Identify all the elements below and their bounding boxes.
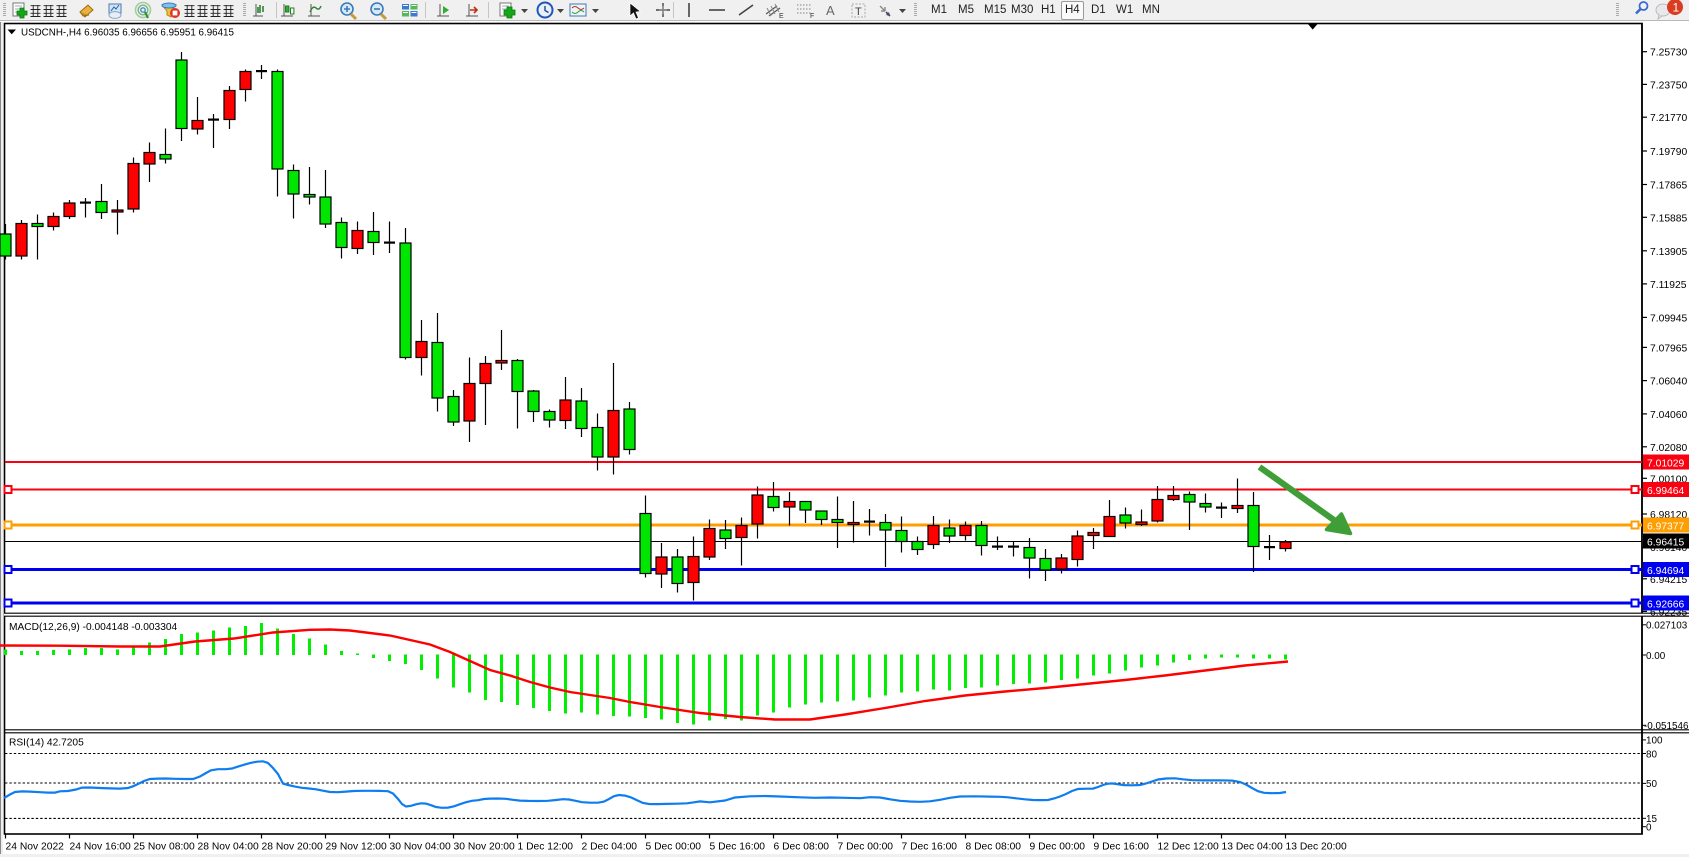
- svg-text:25 Nov 08:00: 25 Nov 08:00: [134, 842, 196, 853]
- svg-text:2 Dec 04:00: 2 Dec 04:00: [582, 842, 638, 853]
- svg-text:6 Dec 08:00: 6 Dec 08:00: [774, 842, 830, 853]
- svg-text:7.21770: 7.21770: [1650, 113, 1687, 124]
- svg-text:28 Nov 20:00: 28 Nov 20:00: [262, 842, 324, 853]
- svg-text:30 Nov 20:00: 30 Nov 20:00: [454, 842, 516, 853]
- svg-text:0.00: 0.00: [1646, 651, 1666, 662]
- svg-text:80: 80: [1646, 749, 1657, 760]
- svg-text:7.17865: 7.17865: [1650, 181, 1687, 192]
- svg-text:50: 50: [1646, 779, 1657, 790]
- svg-text:USDCNH-,H4 6.96035 6.96656 6.: USDCNH-,H4 6.96035 6.96656 6.95951 6.964…: [21, 28, 235, 39]
- svg-text:6.97377: 6.97377: [1647, 522, 1684, 533]
- svg-text:28 Nov 04:00: 28 Nov 04:00: [198, 842, 260, 853]
- svg-text:9 Dec 00:00: 9 Dec 00:00: [1030, 842, 1086, 853]
- svg-text:12 Dec 12:00: 12 Dec 12:00: [1158, 842, 1220, 853]
- svg-text:7.11925: 7.11925: [1650, 280, 1687, 291]
- svg-text:9 Dec 16:00: 9 Dec 16:00: [1094, 842, 1150, 853]
- svg-text:29 Nov 12:00: 29 Nov 12:00: [326, 842, 388, 853]
- svg-text:E: E: [779, 13, 784, 20]
- svg-text:7.06040: 7.06040: [1650, 377, 1687, 388]
- svg-text:24 Nov 16:00: 24 Nov 16:00: [70, 842, 132, 853]
- svg-text:7 Dec 00:00: 7 Dec 00:00: [838, 842, 894, 853]
- svg-text:6.98120: 6.98120: [1650, 510, 1687, 521]
- svg-text:1 Dec 12:00: 1 Dec 12:00: [518, 842, 574, 853]
- svg-text:6.99464: 6.99464: [1647, 486, 1684, 497]
- svg-text:30 Nov 04:00: 30 Nov 04:00: [390, 842, 452, 853]
- svg-text:24 Nov 2022: 24 Nov 2022: [6, 842, 65, 853]
- svg-text:8 Dec 08:00: 8 Dec 08:00: [966, 842, 1022, 853]
- svg-text:13 Dec 04:00: 13 Dec 04:00: [1222, 842, 1284, 853]
- svg-text:A: A: [826, 3, 835, 18]
- svg-text:0: 0: [1646, 823, 1652, 834]
- svg-text:7.07965: 7.07965: [1650, 343, 1687, 354]
- svg-text:6.94215: 6.94215: [1650, 575, 1687, 586]
- svg-text:RSI(14) 42.7205: RSI(14) 42.7205: [9, 738, 84, 749]
- svg-text:7.09945: 7.09945: [1650, 313, 1687, 324]
- svg-text:15: 15: [1646, 814, 1657, 825]
- svg-text:0.027103: 0.027103: [1646, 621, 1688, 632]
- svg-text:13 Dec 20:00: 13 Dec 20:00: [1286, 842, 1348, 853]
- svg-text:7.00100: 7.00100: [1650, 474, 1687, 485]
- svg-text:100: 100: [1646, 736, 1663, 747]
- svg-text:5 Dec 00:00: 5 Dec 00:00: [646, 842, 702, 853]
- svg-text:T: T: [855, 6, 862, 18]
- svg-text:7.15885: 7.15885: [1650, 213, 1687, 224]
- svg-text:7.04060: 7.04060: [1650, 410, 1687, 421]
- svg-text:7.25730: 7.25730: [1650, 48, 1687, 59]
- svg-text:7.13905: 7.13905: [1650, 247, 1687, 258]
- svg-text:6.96415: 6.96415: [1647, 538, 1684, 549]
- svg-text:7.23750: 7.23750: [1650, 80, 1687, 91]
- svg-text:F: F: [810, 13, 814, 20]
- svg-text:6.92235: 6.92235: [1650, 607, 1687, 618]
- svg-text:6.92666: 6.92666: [1647, 600, 1684, 611]
- svg-text:1: 1: [1673, 1, 1680, 15]
- svg-text:-0.051546: -0.051546: [1644, 721, 1689, 732]
- svg-text:MACD(12,26,9) -0.004148 -0.003: MACD(12,26,9) -0.004148 -0.003304: [9, 622, 178, 633]
- svg-text:6.94694: 6.94694: [1647, 566, 1684, 577]
- svg-text:7.19790: 7.19790: [1650, 147, 1687, 158]
- svg-text:7 Dec 16:00: 7 Dec 16:00: [902, 842, 958, 853]
- svg-text:7.02080: 7.02080: [1650, 443, 1687, 454]
- svg-text:5 Dec 16:00: 5 Dec 16:00: [710, 842, 766, 853]
- svg-text:7.01029: 7.01029: [1647, 459, 1684, 470]
